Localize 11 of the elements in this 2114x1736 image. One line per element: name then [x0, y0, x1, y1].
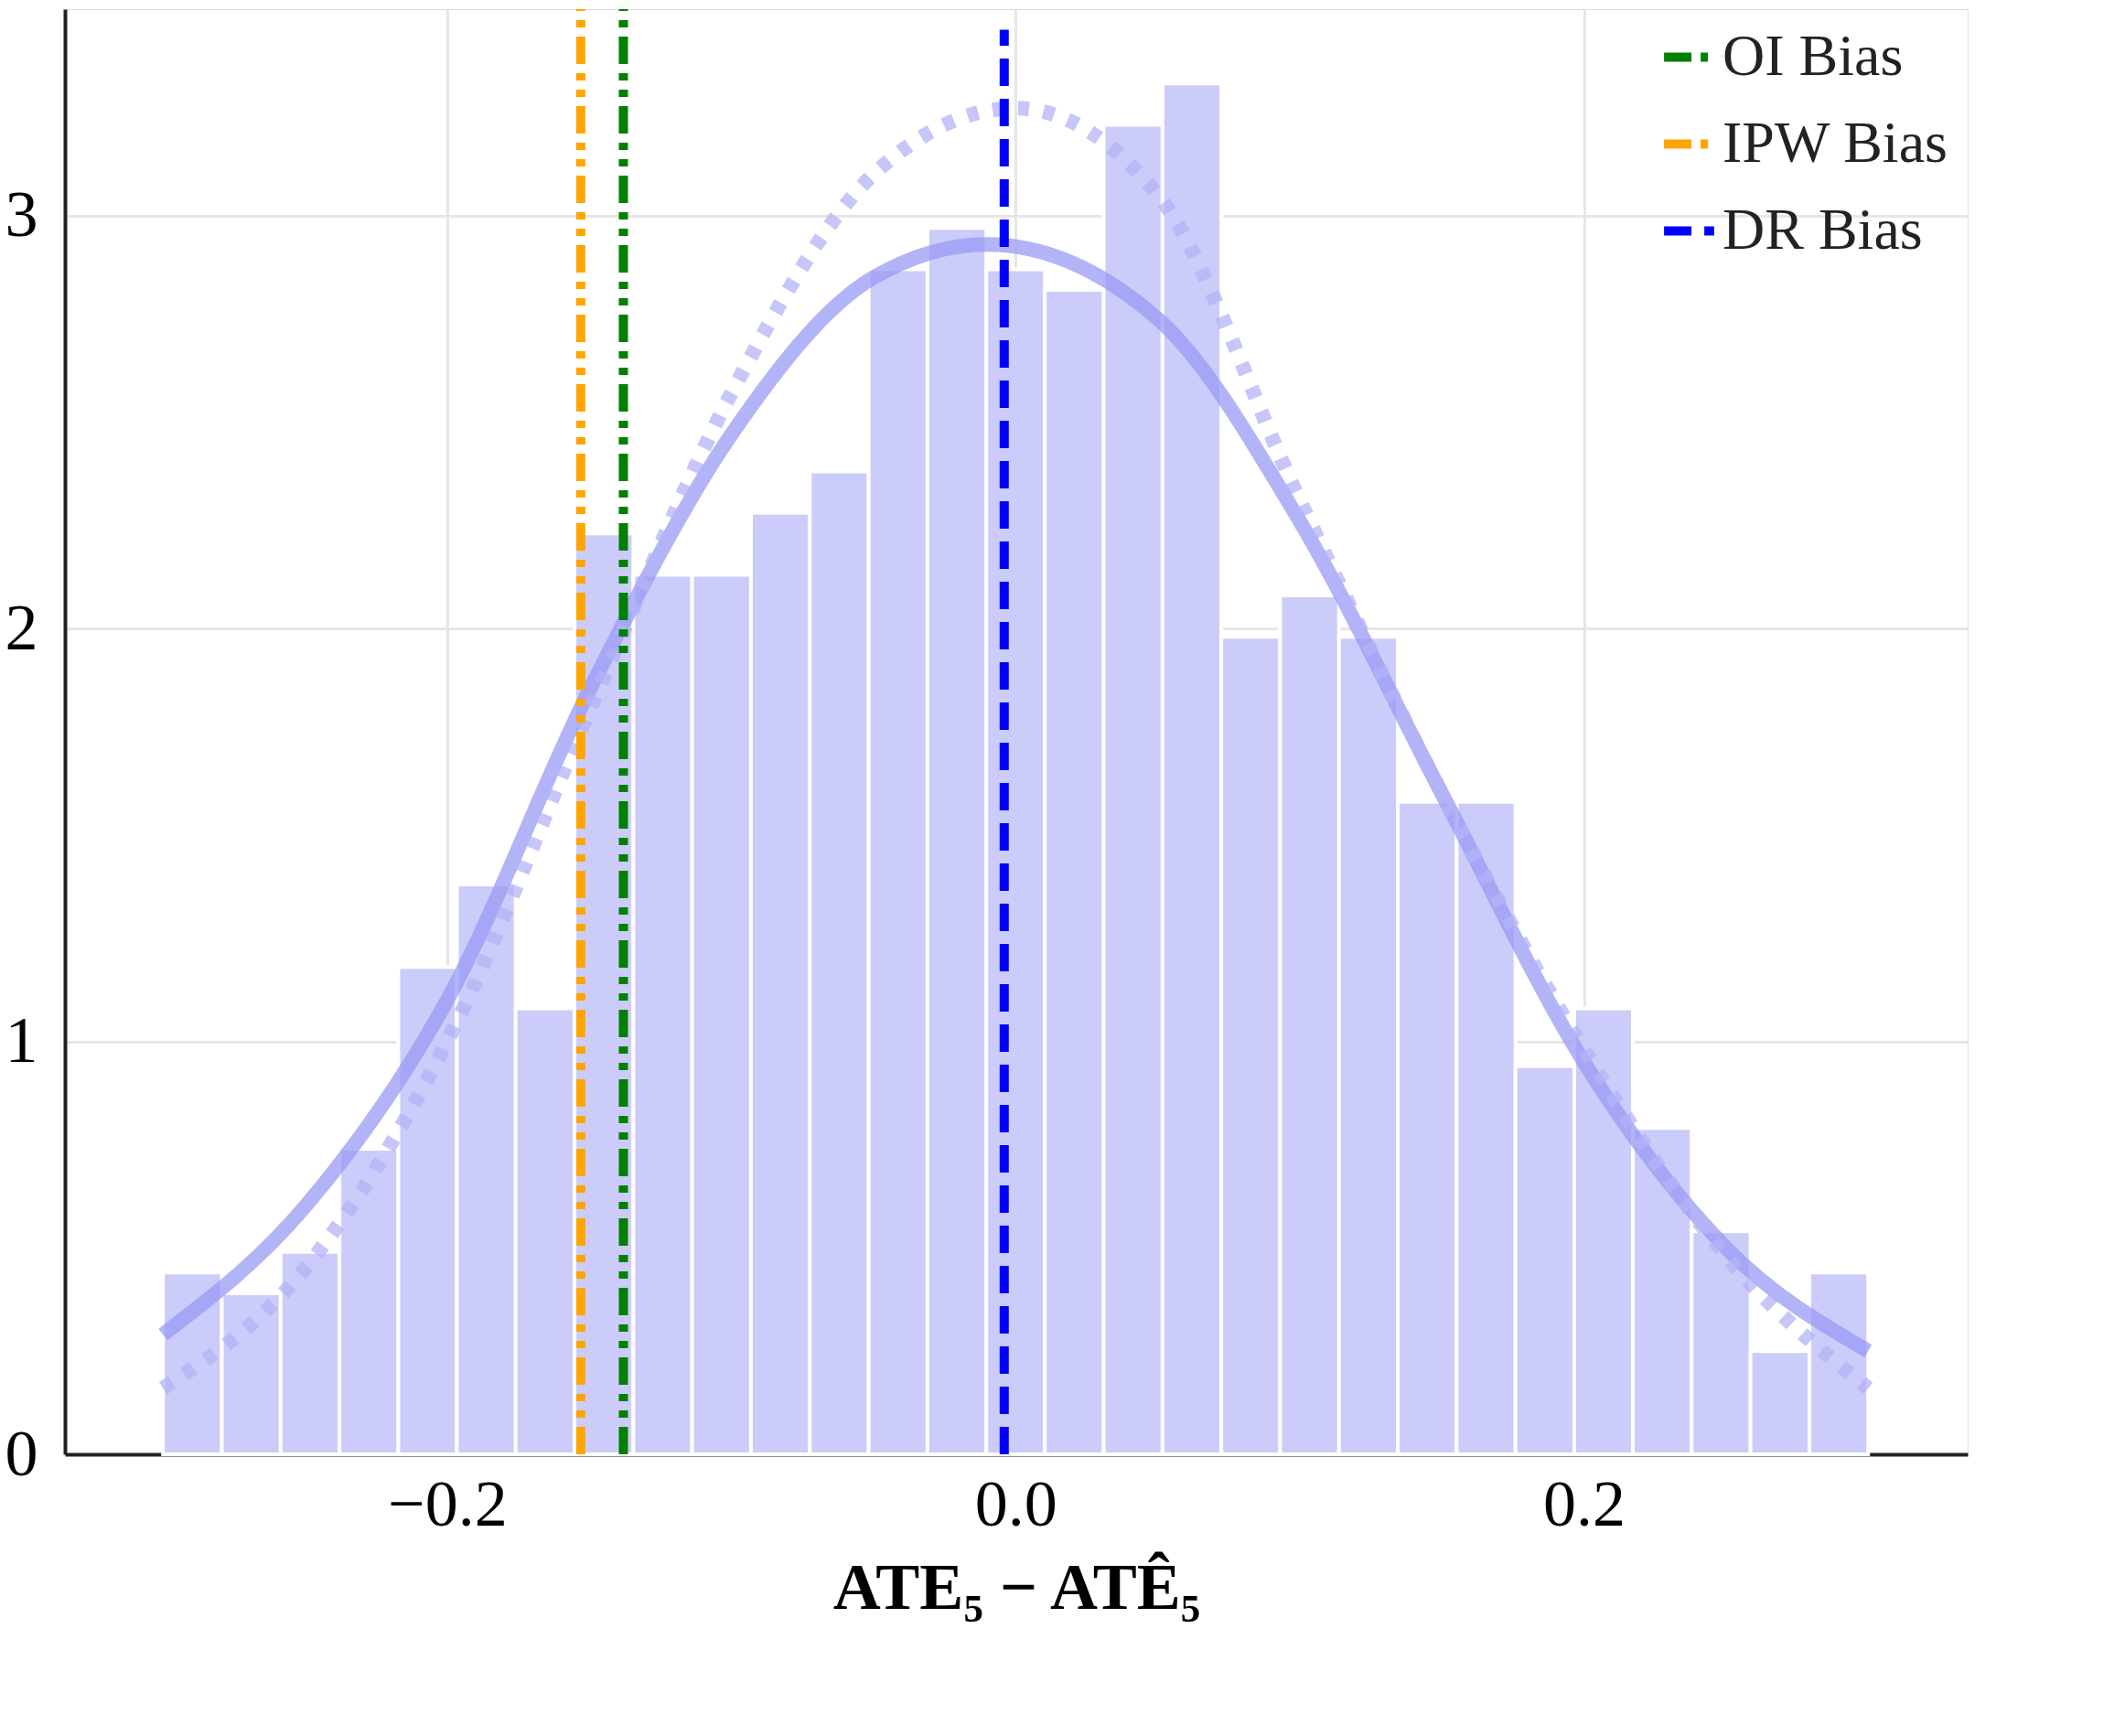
x-tick-label: 0.0: [974, 1466, 1057, 1540]
y-tick-label: 1: [5, 1003, 38, 1077]
y-tick-label: 0: [5, 1416, 38, 1490]
legend-label: OI Bias: [1722, 22, 1904, 88]
legend-label: IPW Bias: [1722, 109, 1948, 175]
x-axis-title: ATE₅ − ATÊ₅: [832, 1549, 1201, 1623]
y-tick-label: 3: [5, 177, 38, 252]
legend-label: DR Bias: [1722, 196, 1923, 262]
x-tick-label: 0.2: [1543, 1466, 1626, 1540]
y-tick-label: 2: [5, 590, 38, 664]
x-tick-label: −0.2: [388, 1466, 508, 1540]
